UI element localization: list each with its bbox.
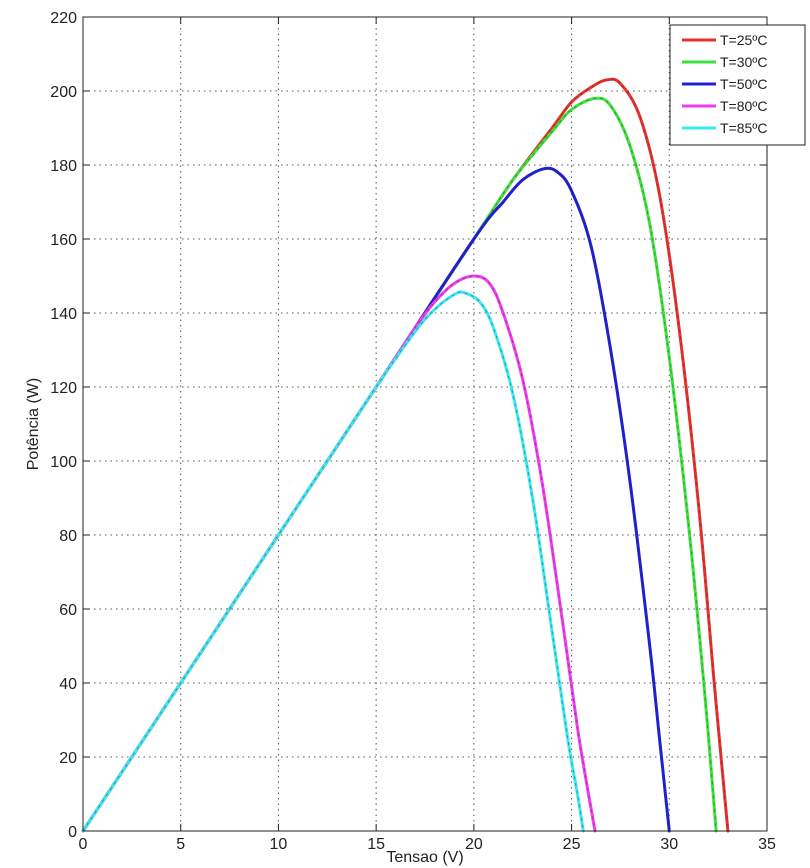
y-tick-label: 100 [50, 454, 77, 471]
y-axis-label: Potência (W) [25, 378, 42, 470]
x-tick-label: 5 [176, 836, 185, 853]
x-tick-label: 0 [79, 836, 88, 853]
series-overlay-0 [82, 78, 729, 832]
y-tick-label: 0 [68, 824, 77, 841]
legend-label: T=85ºC [720, 120, 768, 136]
x-tick-label: 10 [270, 836, 288, 853]
x-tick-label: 25 [563, 836, 581, 853]
series-overlay-3 [82, 275, 596, 832]
plot-frame [82, 16, 768, 832]
y-tick-label: 80 [59, 528, 77, 545]
legend-label: T=80ºC [720, 98, 768, 114]
series-layer [81, 77, 730, 833]
y-tick-label: 120 [50, 380, 77, 397]
y-tick-label: 180 [50, 158, 77, 175]
y-tick-label: 40 [59, 676, 77, 693]
legend-label: T=25ºC [720, 32, 768, 48]
x-tick-label: 30 [660, 836, 678, 853]
y-tick-label: 60 [59, 602, 77, 619]
tick-labels: 0 5 10 15 20 25 30 35 0 20 40 60 80 100 120 140 160 180 20… [50, 10, 776, 853]
legend: T=25ºC T=30ºC T=50ºC T=80ºC T=85ºC [669, 24, 806, 146]
y-tick-label: 20 [59, 750, 77, 767]
x-axis-label: Tensao (V) [386, 849, 463, 866]
plot-area [83, 17, 767, 831]
legend-label: T=50ºC [720, 76, 768, 92]
y-tick-label: 140 [50, 306, 77, 323]
x-tick-label: 15 [367, 836, 385, 853]
y-tick-label: 200 [50, 84, 77, 101]
series-overlay-4 [82, 291, 584, 832]
legend-label: T=30ºC [720, 54, 768, 70]
y-tick-label: 160 [50, 232, 77, 249]
series-overlay-1 [82, 97, 717, 832]
x-tick-label: 35 [758, 836, 776, 853]
y-tick-label: 220 [50, 10, 77, 27]
x-tick-label: 20 [465, 836, 483, 853]
